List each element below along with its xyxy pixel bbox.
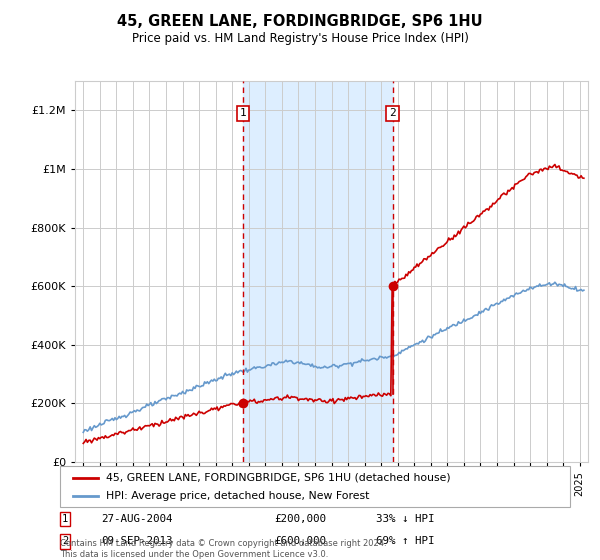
Text: £200,000: £200,000 — [274, 514, 326, 524]
Text: 33% ↓ HPI: 33% ↓ HPI — [376, 514, 434, 524]
Text: 27-AUG-2004: 27-AUG-2004 — [101, 514, 172, 524]
Text: HPI: Average price, detached house, New Forest: HPI: Average price, detached house, New … — [106, 491, 369, 501]
Bar — [243, 81, 392, 462]
Text: 45, GREEN LANE, FORDINGBRIDGE, SP6 1HU (detached house): 45, GREEN LANE, FORDINGBRIDGE, SP6 1HU (… — [106, 473, 451, 483]
Text: 1: 1 — [239, 109, 247, 118]
Text: 1: 1 — [62, 514, 68, 524]
Text: 69% ↑ HPI: 69% ↑ HPI — [376, 536, 434, 547]
Text: 2: 2 — [389, 109, 396, 118]
Text: 09-SEP-2013: 09-SEP-2013 — [101, 536, 172, 547]
Text: 45, GREEN LANE, FORDINGBRIDGE, SP6 1HU: 45, GREEN LANE, FORDINGBRIDGE, SP6 1HU — [117, 14, 483, 29]
Text: 2: 2 — [62, 536, 68, 547]
Text: Contains HM Land Registry data © Crown copyright and database right 2024.
This d: Contains HM Land Registry data © Crown c… — [60, 539, 386, 559]
Text: £600,000: £600,000 — [274, 536, 326, 547]
Text: Price paid vs. HM Land Registry's House Price Index (HPI): Price paid vs. HM Land Registry's House … — [131, 32, 469, 45]
